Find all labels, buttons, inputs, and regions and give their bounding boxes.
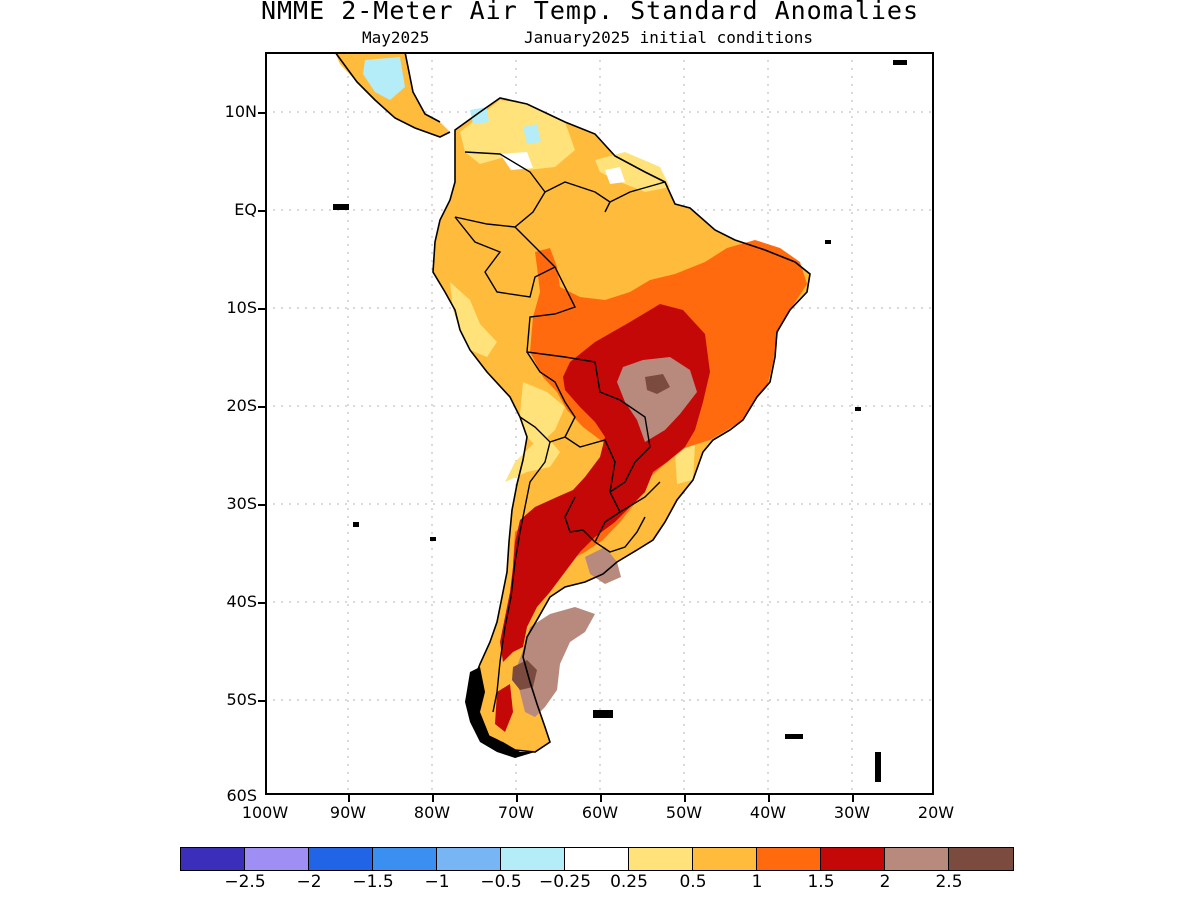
lat-label-10s: 10S [226,298,257,317]
legend-swatch [501,848,565,870]
country-borders [454,151,666,713]
legend-label: −0.25 [538,872,592,892]
legend-label: 1 [751,872,763,892]
legend-label: −0.5 [480,872,522,892]
legend-label: −2.5 [224,872,266,892]
anomaly-2.5-regions [515,357,697,717]
lat-tick [258,210,265,212]
legend-swatch [693,848,757,870]
anomaly-05-1 [450,100,695,484]
lon-tick [768,795,770,802]
lon-label-40w: 40W [749,803,787,822]
lon-tick [348,795,350,802]
lon-label-80w: 80W [413,803,451,822]
lon-label-20w: 20W [917,803,955,822]
lat-label-60s: 60S [226,786,257,805]
coastline [432,97,811,753]
central-america-coast [335,54,451,138]
legend-swatch [949,848,1013,870]
lat-label-50s: 50S [226,690,257,709]
anomaly-2.0-south [495,684,513,732]
legend-label: −1 [424,872,450,892]
lon-tick [432,795,434,802]
map-panel [265,52,934,795]
lat-tick [258,602,265,604]
color-legend [180,847,1014,871]
lat-tick [258,406,265,408]
lat-label-30s: 30S [226,494,257,513]
lat-label-10n: 10N [224,102,257,121]
legend-swatch [309,848,373,870]
lat-label-40s: 40S [226,592,257,611]
legend-swatch [629,848,693,870]
lat-label-20s: 20S [226,396,257,415]
legend-label: 0.5 [679,872,707,892]
legend-swatch [181,848,245,870]
legend-swatch [437,848,501,870]
lon-label-60w: 60W [581,803,619,822]
lon-label-50w: 50W [665,803,703,822]
lat-tick [258,504,265,506]
lon-tick [684,795,686,802]
lon-label-90w: 90W [329,803,367,822]
lon-tick [852,795,854,802]
lon-tick [516,795,518,802]
lat-tick [258,700,265,702]
forecast-month: May2025 [362,28,430,47]
lon-label-30w: 30W [833,803,871,822]
legend-label: 2.5 [935,872,963,892]
lat-label-eq: EQ [234,200,257,219]
map-title: NMME 2-Meter Air Temp. Standard Anomalie… [260,0,920,25]
legend-swatch [821,848,885,870]
initial-conditions: January2025 initial conditions [524,28,813,47]
legend-swatch [565,848,629,870]
lon-tick [600,795,602,802]
anomaly-map [267,54,932,793]
lon-label-70w: 70W [497,803,535,822]
legend-label: 1.5 [807,872,835,892]
legend-label: −2 [296,872,322,892]
legend-swatch [885,848,949,870]
anomaly-near-zero [363,57,749,328]
legend-swatch [757,848,821,870]
lat-tick [258,308,265,310]
lon-label-100w: 100W [241,803,289,822]
islands [333,60,907,782]
legend-swatch [245,848,309,870]
legend-label: 2 [879,872,891,892]
legend-swatch [373,848,437,870]
lat-tick [258,112,265,114]
legend-label: 0.25 [610,872,648,892]
legend-label: −1.5 [352,872,394,892]
